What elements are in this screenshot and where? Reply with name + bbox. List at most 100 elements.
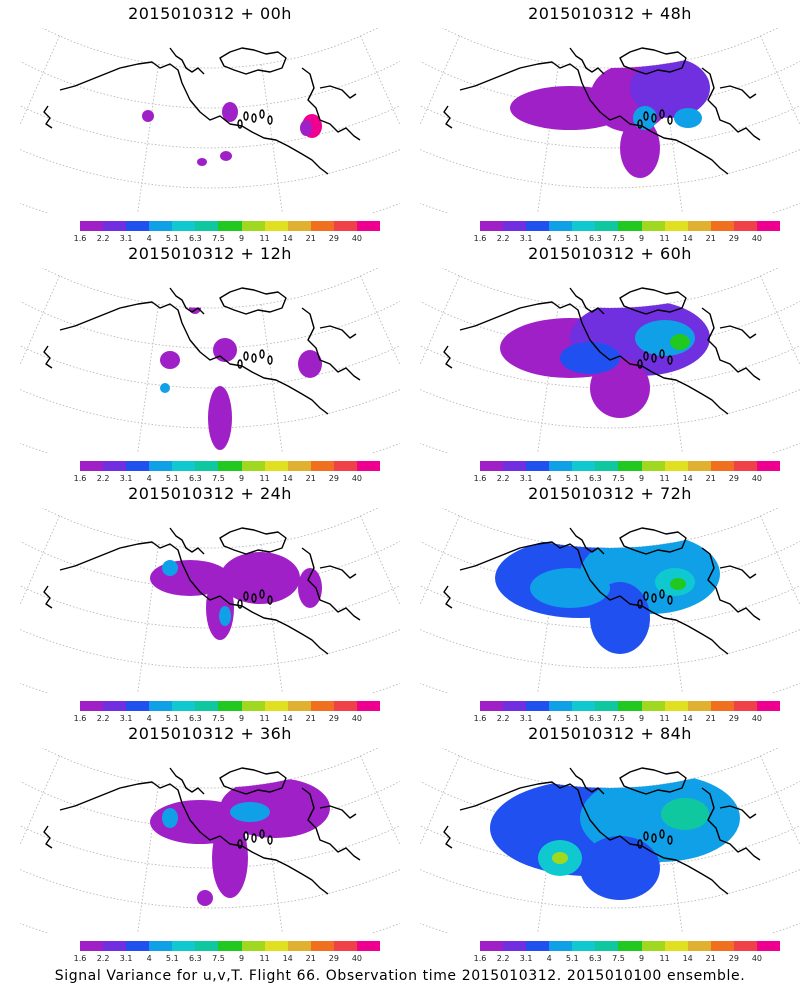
variance-contour (670, 334, 690, 350)
variance-map (20, 508, 400, 693)
meridian-line (760, 515, 800, 606)
colorbar-swatch (480, 461, 504, 471)
colorbar-tick-label: 2.2 (96, 714, 110, 723)
colorbar-swatch (149, 701, 173, 711)
island-outline (237, 839, 243, 849)
colorbar-tick-label: 11 (659, 234, 670, 243)
colorbar-tick-label: 7.5 (212, 714, 225, 723)
colorbar-labels: 1.6 2.2 3.1 4 5.1 6.3 7.5 9 11 14 21 29 40 (74, 474, 380, 484)
colorbar-swatch (103, 461, 127, 471)
colorbar-tick-label: 4 (146, 954, 152, 963)
colorbar-swatch (641, 221, 665, 231)
colorbar-swatch (756, 701, 781, 711)
colorbar-tick-label: 4 (146, 234, 152, 243)
colorbar-swatch (287, 941, 311, 951)
variance-field (150, 552, 322, 640)
variance-map (420, 268, 800, 453)
colorbar-labels: 1.6 2.2 3.1 4 5.1 6.3 7.5 9 11 14 21 29 40 (474, 234, 780, 244)
forecast-panel: 2015010312 + 60h 1.6 2.2 3.1 4 5.1 6.3 7.5 9 11 14… (420, 240, 800, 485)
colorbar-swatch (103, 941, 127, 951)
colorbar-tick-label: 6.3 (589, 714, 602, 723)
colorbar-swatch (195, 461, 219, 471)
colorbar-tick-label: 6.3 (589, 234, 602, 243)
colorbar-swatch (641, 461, 665, 471)
coastline-segment (619, 767, 687, 795)
coastline-segment (459, 61, 729, 175)
colorbar-swatch (241, 221, 265, 231)
colorbar-tick-label: 3.1 (119, 474, 133, 483)
coastline-segment (701, 787, 761, 861)
island-outline (267, 835, 273, 845)
colorbar-swatch (687, 941, 711, 951)
island-outline (651, 593, 657, 603)
colorbar-swatch (710, 941, 734, 951)
coastline-segment (701, 547, 761, 621)
figure-caption: Signal Variance for u,v,T. Flight 66. Ob… (54, 968, 746, 984)
colorbar-tick-label: 6.3 (189, 714, 202, 723)
meridian-line (420, 755, 460, 846)
graticule (20, 748, 400, 933)
island-outline (667, 355, 673, 365)
colorbar-swatch (618, 701, 642, 711)
coastline-segment (319, 325, 357, 339)
meridian-line (537, 64, 559, 213)
island-outline (251, 113, 257, 123)
colorbar-swatch (549, 701, 573, 711)
variance-contour (620, 118, 660, 178)
colorbar (80, 461, 381, 471)
colorbar-swatch (356, 701, 381, 711)
colorbar-tick-label: 40 (351, 714, 363, 723)
meridian-line (420, 275, 460, 366)
coastline-segment (169, 527, 205, 555)
coastline (43, 767, 361, 895)
colorbar-swatch (641, 701, 665, 711)
colorbar-swatch (195, 221, 219, 231)
island-outline (237, 599, 243, 609)
island-outline (243, 831, 249, 841)
colorbar-swatch (664, 461, 688, 471)
meridian-line (420, 35, 460, 126)
graticule (20, 28, 400, 213)
coastline-segment (319, 565, 357, 579)
forecast-panel: 2015010312 + 84h 1.6 2.2 3.1 4 5.1 6.3 7.5 9 11 14… (420, 720, 800, 965)
colorbar-tick-label: 29 (328, 234, 339, 243)
parallel-line (41, 28, 379, 69)
colorbar-tick-label: 29 (728, 954, 739, 963)
coastline-segment (719, 565, 757, 579)
colorbar-tick-label: 3.1 (519, 234, 533, 243)
variance-contour (220, 552, 300, 604)
colorbar-tick-label: 29 (328, 954, 339, 963)
variance-contour (298, 568, 322, 608)
colorbar-tick-label: 21 (305, 954, 316, 963)
variance-map (420, 508, 800, 693)
coastline (443, 767, 761, 895)
colorbar-swatch (241, 701, 265, 711)
coastline-segment (569, 47, 605, 75)
colorbar-tick-label: 11 (259, 234, 270, 243)
colorbar-tick-label: 2.2 (496, 474, 510, 483)
colorbar-swatch (756, 941, 781, 951)
colorbar-tick-label: 5.1 (565, 474, 579, 483)
panel-title: 2015010312 + 60h (528, 244, 692, 263)
colorbar-tick-label: 5.1 (565, 954, 579, 963)
colorbar-tick-label: 7.5 (212, 954, 225, 963)
colorbar-tick-label: 29 (728, 714, 739, 723)
colorbar-tick-label: 7.5 (212, 234, 225, 243)
colorbar-tick-label: 40 (351, 234, 363, 243)
colorbar-tick-label: 9 (238, 474, 245, 483)
meridian-line (137, 64, 159, 213)
island-outline (243, 351, 249, 361)
colorbar-tick-label: 4 (146, 474, 152, 483)
coastline-segment (43, 585, 53, 609)
colorbar-swatch (618, 461, 642, 471)
colorbar-tick-label: 14 (682, 714, 693, 723)
island-outline (659, 349, 665, 359)
meridian-line (20, 515, 60, 606)
panel-title: 2015010312 + 72h (528, 484, 692, 503)
colorbar-tick-label: 11 (659, 954, 670, 963)
colorbar-tick-label: 40 (751, 474, 763, 483)
colorbar-tick-label: 2.2 (96, 234, 110, 243)
coastline-segment (301, 307, 361, 381)
meridian-line (137, 784, 159, 933)
variance-contour (222, 102, 238, 122)
